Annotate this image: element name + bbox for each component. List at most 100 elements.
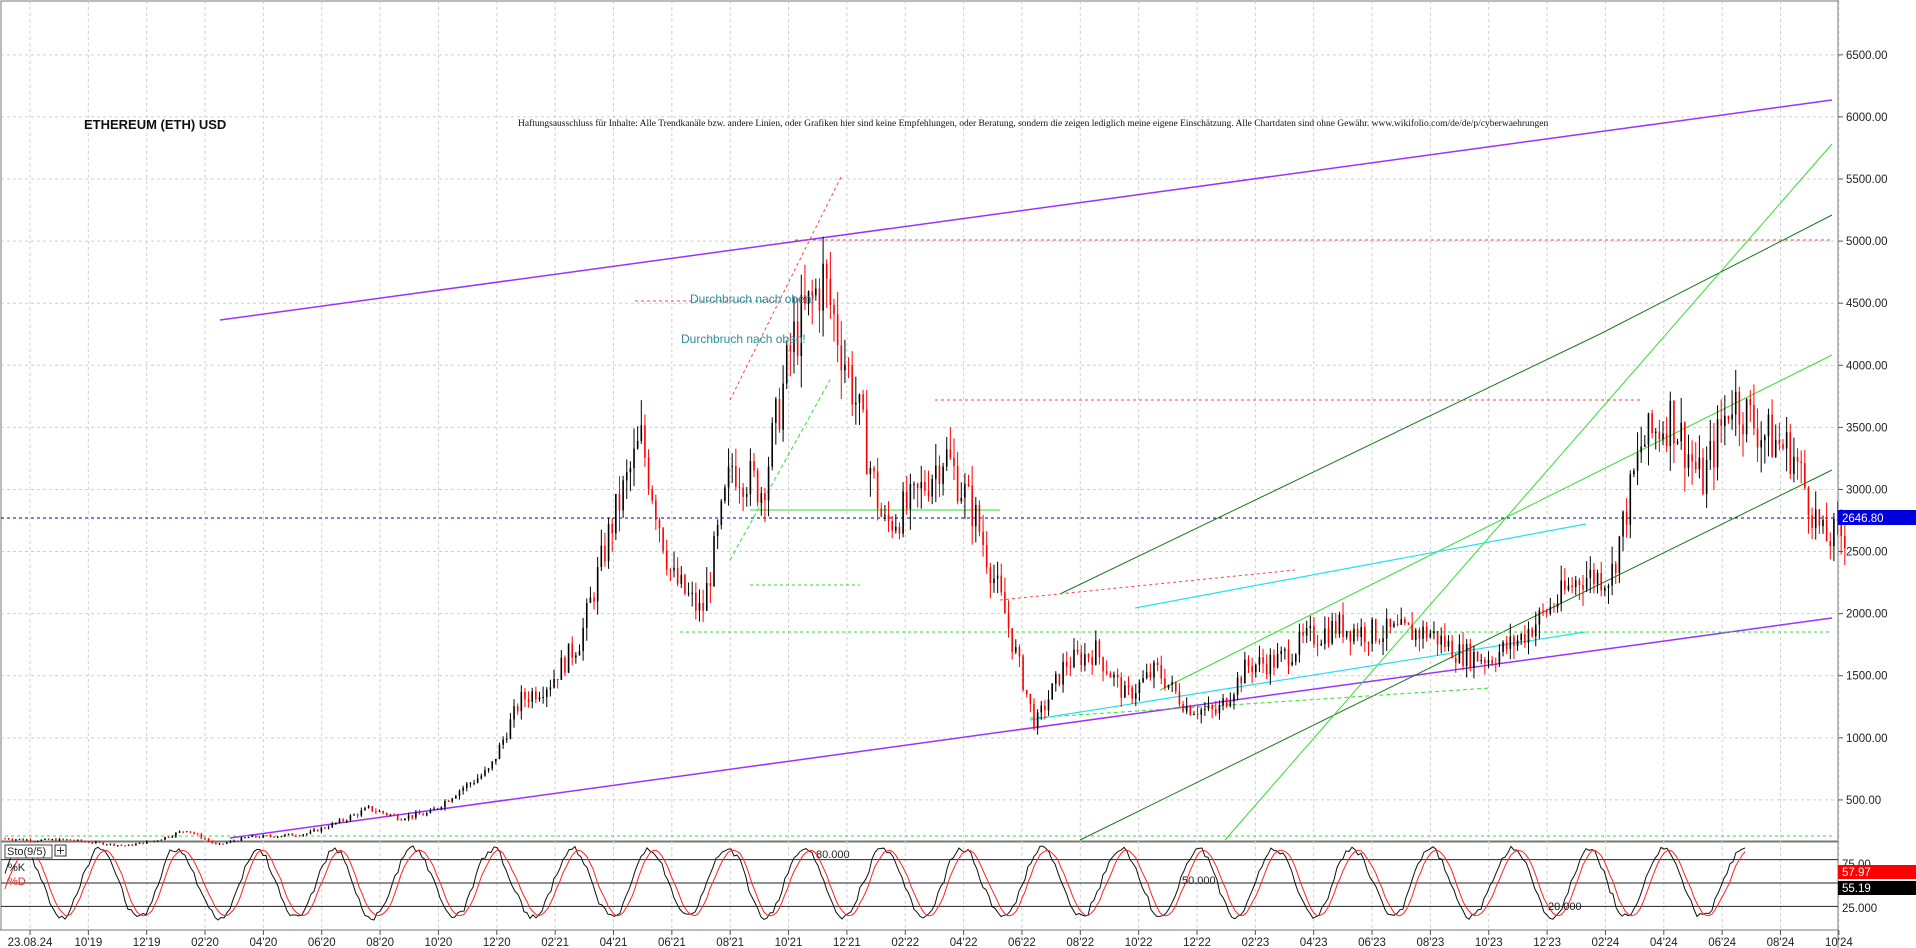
candle-body-429 [1564,580,1566,590]
candle-body-273 [996,575,999,579]
candle-body-337 [1229,701,1232,707]
candle-body-358 [1305,628,1308,636]
candle-body-446 [1625,511,1628,525]
candle-body-85 [313,829,315,832]
candle-body-417 [1520,634,1523,641]
candle-body-379 [1382,638,1384,642]
candle-body-210 [767,466,770,501]
candle-body-297 [1084,654,1086,666]
candle-body-197 [720,500,723,525]
x-tick-22: 04'23 [1300,937,1328,948]
candle-body-298 [1087,654,1090,658]
candle-body-248 [905,491,908,509]
candle-body-380 [1385,618,1388,639]
candle-body-65 [240,837,243,841]
candle-body-416 [1516,640,1519,647]
candle-body-206 [753,461,755,471]
candle-body-79 [291,833,294,836]
candle-body-81 [298,835,301,837]
candle-body-394 [1436,631,1439,645]
candle-body-112 [411,815,414,818]
candle-body-23 [87,841,90,843]
candle-body-64 [236,840,239,842]
candle-body-475 [1731,414,1733,420]
candle-body-142 [520,691,523,712]
trendline-1 [229,617,1833,839]
candle-body-366 [1334,621,1337,634]
candle-body-227 [829,278,832,305]
candle-body-84 [309,831,312,834]
candle-body-17 [66,839,68,841]
candle-body-116 [425,813,428,816]
candle-body-415 [1513,636,1515,647]
x-tick-13: 10'21 [775,937,803,948]
candle-body-115 [422,814,424,816]
candle-body-163 [596,567,599,602]
candle-body-27 [102,842,104,845]
breakout-label-2: Durchbruch nach oben! [681,332,806,346]
candle-body-422 [1538,610,1541,625]
candle-body-402 [1465,643,1468,666]
candle-body-202 [738,486,741,488]
candle-body-26 [98,841,101,843]
candle-body-144 [527,699,530,702]
candle-body-351 [1280,650,1283,655]
y-tick-12: 6500.00 [1846,50,1888,62]
candle-body-135 [495,758,497,762]
x-tick-30: 08'24 [1767,937,1795,948]
candle-body-93 [342,819,344,821]
candle-body-105 [385,812,388,815]
candle-body-342 [1247,659,1250,667]
candle-body-200 [731,465,733,467]
candle-body-119 [436,808,439,810]
candle-body-434 [1582,585,1584,590]
candle-body-179 [655,500,657,520]
candle-body-449 [1636,452,1639,471]
candle-body-203 [742,487,744,497]
candle-body-70 [258,837,261,839]
candle-body-302 [1102,657,1104,672]
candle-body-190 [695,592,697,611]
candle-body-301 [1098,640,1101,658]
candle-body-214 [782,383,784,430]
candle-body-307 [1120,677,1123,698]
candle-body-234 [855,402,857,405]
candle-body-407 [1484,660,1486,664]
candle-body-316 [1153,662,1155,678]
candle-body-456 [1662,433,1664,440]
candle-body-152 [556,679,559,681]
level-80: 80.000 [816,849,850,861]
x-tick-10: 04'21 [600,937,628,948]
candle-body-418 [1524,634,1526,644]
candle-body-284 [1036,712,1039,729]
candle-body-484 [1764,436,1766,441]
candle-body-488 [1778,439,1781,445]
candle-body-314 [1145,672,1148,679]
candle-body-503 [1833,518,1835,547]
candle-body-243 [887,514,890,521]
candle-body-193 [705,583,708,611]
candle-body-390 [1422,626,1424,639]
x-tick-3: 02'20 [191,937,219,948]
candle-body-223 [815,288,817,296]
x-tick-24: 08'23 [1417,937,1445,948]
candle-body-96 [353,814,355,816]
candle-body-311 [1134,693,1137,699]
candle-body-306 [1116,674,1119,678]
candle-body-154 [564,657,566,673]
candle-body-99 [364,807,366,811]
candle-body-5 [22,838,24,841]
candle-body-189 [691,592,694,594]
candle-body-121 [444,801,446,808]
candle-body-181 [662,528,664,551]
candle-body-61 [225,842,228,844]
candle-body-346 [1262,657,1264,664]
candle-body-483 [1760,440,1762,448]
candle-body-328 [1196,713,1199,715]
candle-body-77 [284,834,286,837]
candle-body-308 [1124,685,1126,698]
candle-body-361 [1316,644,1319,646]
candle-body-443 [1614,563,1617,574]
candle-body-212 [775,399,777,423]
candle-body-321 [1171,682,1173,685]
